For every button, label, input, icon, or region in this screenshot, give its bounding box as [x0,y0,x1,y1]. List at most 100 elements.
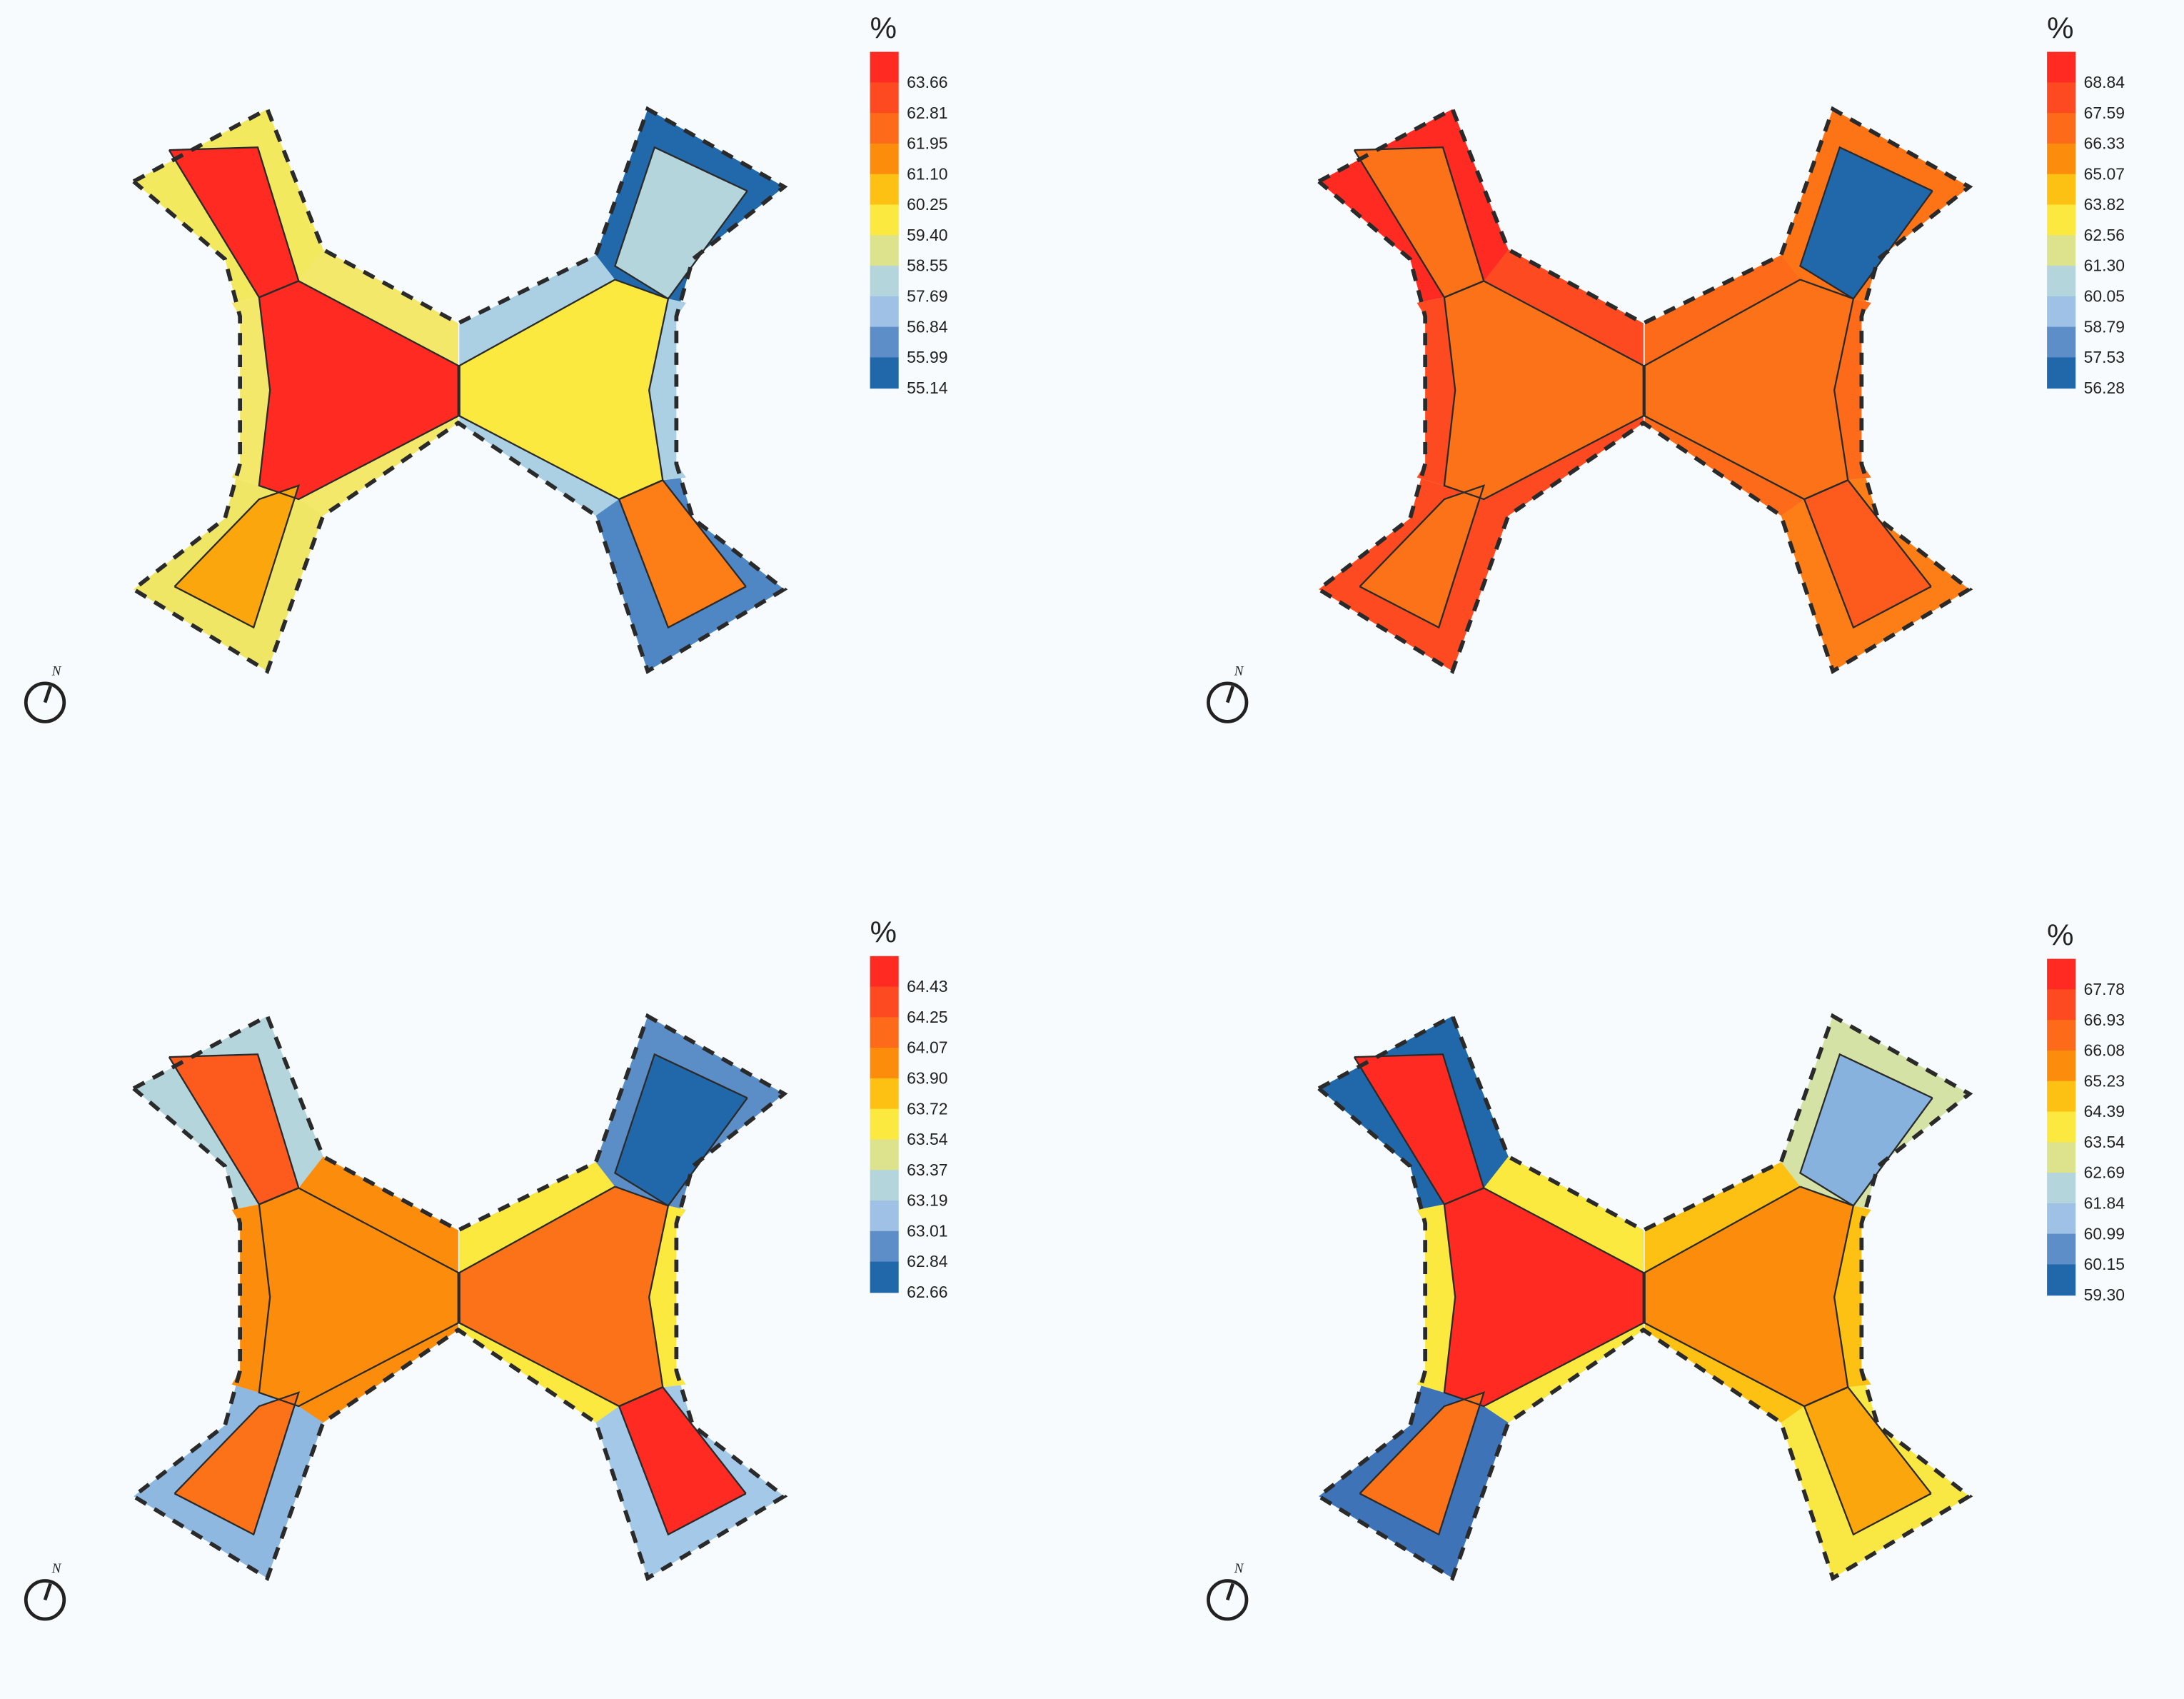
legend-swatch [870,1231,899,1263]
zone-border-east [1834,1206,1871,1388]
zone-border-east-top [1644,1162,1801,1273]
legend-swatch [2047,1233,2076,1266]
legend-tick-label: 62.84 [907,1252,948,1271]
zone-edge [258,1187,459,1408]
panel-top-right: N % 68.84 67.59 66.33 65.07 63.82 62.56 61.30 6… [1207,11,2125,723]
legend-tick-label: 63.19 [907,1191,947,1210]
zone-west-wing [258,1188,458,1407]
zone-east-wing [459,279,668,500]
legend-tick-label: 62.66 [907,1283,947,1301]
zone-edge [1359,484,1486,629]
legend-swatch [870,1078,899,1110]
zone-edge [1642,365,1646,416]
legend-bottom-right: % 67.78 66.93 66.08 65.23 64.39 63.54 62.69 61.… [2047,918,2125,1304]
compass-icon: N [24,1561,66,1621]
legend-tick-label: 66.93 [2084,1011,2125,1029]
legend-unit: % [2047,11,2073,44]
zone-border-east [649,1206,686,1388]
legend-swatch [870,326,899,359]
zone-se-arm [1804,1387,1931,1535]
floor-plan-top-left [130,106,788,675]
zone-edge [614,146,748,300]
legend-swatch [870,1048,899,1079]
legend-unit: % [2047,918,2073,951]
floor-plan-bottom-right [1315,1013,1973,1582]
zone-ne-arm [1800,147,1933,299]
legend-tick-label: 55.14 [907,379,948,397]
legend-tick-label: 68.84 [2084,73,2125,91]
legend-swatch [2047,958,2076,991]
svg-text:N: N [1234,663,1244,678]
legend-swatch [2047,1264,2076,1296]
zone-edge [173,1391,301,1536]
legend-tick-label: 55.99 [907,348,947,366]
svg-text:N: N [51,663,62,678]
zone-border-east-top [459,1162,615,1273]
zone-west-wing [1444,281,1644,500]
zone-border-east-top [459,255,615,366]
legend-swatch [870,1139,899,1171]
legend-tick-label: 63.54 [907,1130,948,1148]
legend-tick-label: 61.95 [907,134,947,153]
zone-edge [614,1053,748,1207]
legend-tick-label: 62.81 [907,104,947,122]
panel-bottom-right: N % 67.78 66.93 66.08 65.23 64.39 63.54 62.69 6… [1207,918,2125,1621]
legend-tick-label: 60.99 [2084,1224,2125,1243]
zone-se-arm [619,1387,746,1535]
legend-tick-label: 56.28 [2084,379,2125,397]
legend-tick-label: 67.59 [2084,104,2125,122]
legend-tick-label: 63.82 [2084,195,2125,214]
building-boundary [130,106,788,675]
floor-plan-bottom-left [130,1013,788,1582]
legend-tick-label: 63.01 [907,1221,947,1240]
legend-swatch [2047,1081,2076,1113]
legend-tick-label: 57.53 [2084,348,2125,366]
building-boundary [1315,106,1973,675]
legend-tick-label: 63.54 [2084,1133,2125,1151]
legend-tick-label: 66.08 [2084,1041,2125,1060]
zone-ne-arm [615,147,748,299]
compass-icon: N [1207,663,1249,723]
legend-swatch [2047,1173,2076,1204]
panel-top-left: N % 63.66 62.81 61.95 61.10 60.25 59.40 58.55 5… [24,11,948,723]
zone-border-west-bottom [1484,416,1644,516]
legend-tick-label: 64.39 [2084,1102,2125,1121]
legend-tick-label: 64.25 [907,1008,947,1026]
legend-tick-label: 63.37 [907,1161,947,1179]
legend-swatch [870,986,899,1018]
legend-swatch [870,956,899,988]
zone-border-east [649,299,686,481]
zone-border-west-top [298,1156,458,1273]
zone-sw-arm [174,1392,299,1535]
floor-plan-top-right [1315,106,1973,675]
legend-swatch [2047,266,2076,297]
legend-swatch [2047,989,2076,1021]
zone-edge [173,484,301,629]
legend-swatch [2047,174,2076,206]
legend-tick-label: 63.72 [907,1099,947,1118]
zone-ne-arm [615,1054,748,1206]
legend-tick-label: 58.55 [907,256,947,275]
legend-swatch [870,1108,899,1141]
zone-east-wing [459,1186,668,1407]
legend-swatch [2047,204,2076,236]
legend-swatch [870,1201,899,1232]
legend-tick-label: 65.07 [2084,164,2125,183]
zone-border-west-top [1484,249,1644,366]
zone-border-west-top [298,249,458,366]
zone-east-wing [1644,279,1853,500]
svg-text:N: N [51,1561,62,1576]
zone-border-east-bottom [1644,1323,1805,1423]
legend-swatch [2047,51,2076,84]
legend-swatch [2047,357,2076,389]
legend-swatch [2047,82,2076,114]
zone-edge [1443,1187,1644,1408]
legend-swatch [2047,1142,2076,1174]
zone-nw-arm [168,147,299,298]
zone-edge [1799,146,1933,300]
zone-edge [1642,1272,1646,1323]
zone-edge [1443,280,1644,501]
zone-border-west-bottom [298,416,458,516]
legend-top-left: % 63.66 62.81 61.95 61.10 60.25 59.40 58.55 57.… [870,11,948,397]
